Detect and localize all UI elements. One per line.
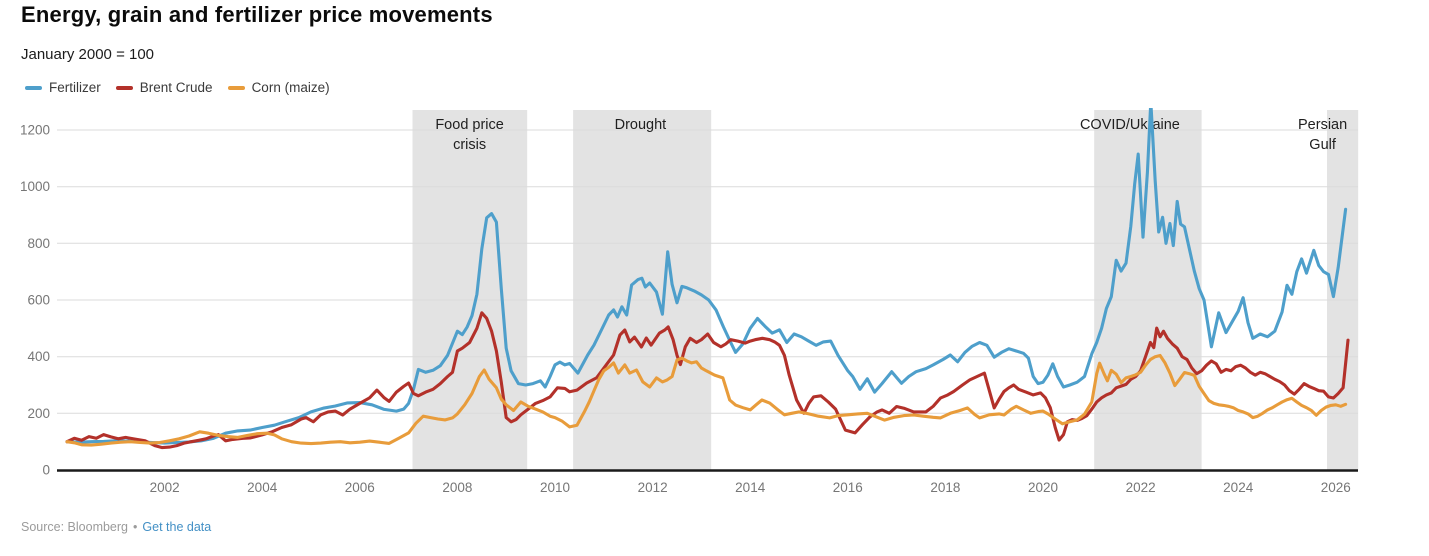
x-axis-label-2016: 2016 bbox=[833, 480, 863, 495]
y-axis-label-0: 0 bbox=[42, 463, 50, 478]
legend-label-brent-crude: Brent Crude bbox=[139, 80, 213, 95]
x-axis-label-2022: 2022 bbox=[1126, 480, 1156, 495]
annotation-covid-ukraine-line-1: COVID/Ukraine bbox=[1080, 117, 1180, 133]
annotation-drought-line-1: Drought bbox=[615, 117, 667, 133]
annotation-persian-gulf-line-2: Gulf bbox=[1309, 137, 1337, 153]
y-axis-label-400: 400 bbox=[27, 349, 50, 364]
brent-crude-line-swatch-icon bbox=[115, 85, 133, 90]
legend-item-corn: Corn (maize) bbox=[227, 80, 330, 95]
series-line-brent-crude bbox=[65, 311, 1350, 450]
x-axis-label-2010: 2010 bbox=[540, 480, 570, 495]
series-line-fertilizer bbox=[65, 108, 1348, 445]
x-axis-label-2020: 2020 bbox=[1028, 480, 1058, 495]
corn-line-swatch-icon bbox=[227, 85, 245, 90]
x-axis-label-2002: 2002 bbox=[150, 480, 180, 495]
fertilizer-line-swatch-icon bbox=[25, 85, 42, 90]
x-axis-label-2004: 2004 bbox=[247, 480, 278, 495]
y-axis-label-200: 200 bbox=[27, 406, 50, 421]
annotation-food-price-crisis-line-1: Food price bbox=[435, 117, 504, 133]
separator-dot: • bbox=[133, 520, 138, 534]
chart-subtitle: January 2000 = 100 bbox=[21, 46, 155, 63]
y-axis-label-600: 600 bbox=[27, 293, 50, 308]
y-axis-label-1000: 1000 bbox=[20, 179, 50, 194]
x-axis-label-2026: 2026 bbox=[1321, 480, 1351, 495]
x-axis-label-2024: 2024 bbox=[1223, 480, 1254, 495]
annotation-food-price-crisis-line-2: crisis bbox=[453, 137, 486, 153]
x-axis-label-2018: 2018 bbox=[930, 480, 960, 495]
legend-label-corn: Corn (maize) bbox=[251, 80, 330, 95]
y-axis-label-800: 800 bbox=[27, 236, 50, 251]
source-text: Source: Bloomberg bbox=[21, 520, 129, 534]
legend-item-fertilizer: Fertilizer bbox=[25, 80, 101, 95]
annotation-persian-gulf-line-1: Persian bbox=[1298, 117, 1347, 133]
y-axis-label-1200: 1200 bbox=[20, 123, 50, 138]
legend-label-fertilizer: Fertilizer bbox=[49, 80, 101, 95]
series-line-corn-maize bbox=[65, 353, 1348, 447]
get-the-data-link[interactable]: Get the data bbox=[142, 520, 212, 534]
x-axis-label-2008: 2008 bbox=[442, 480, 472, 495]
legend: Fertilizer Brent Crude Corn (maize) bbox=[25, 80, 330, 95]
x-axis-label-2014: 2014 bbox=[735, 480, 766, 495]
source-line: Source: Bloomberg • Get the data bbox=[21, 520, 211, 534]
page-title: Energy, grain and fertilizer price movem… bbox=[21, 2, 493, 27]
legend-item-brent-crude: Brent Crude bbox=[115, 80, 213, 95]
x-axis-label-2006: 2006 bbox=[345, 480, 375, 495]
event-band-food-price-crisis bbox=[412, 110, 528, 470]
x-axis-label-2012: 2012 bbox=[638, 480, 668, 495]
